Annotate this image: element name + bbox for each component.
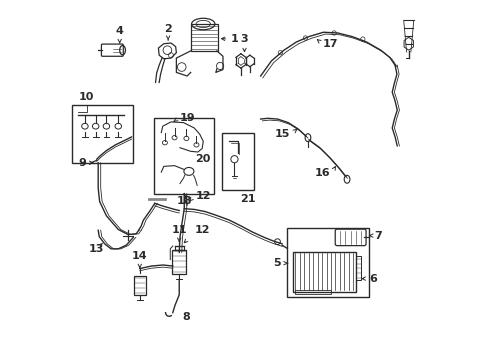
Text: 9: 9 [78, 158, 86, 168]
Bar [134, 276, 145, 295]
Text: 2: 2 [164, 24, 172, 35]
Text: 14: 14 [132, 251, 147, 261]
Bar [222, 133, 253, 190]
Text: 16: 16 [314, 168, 330, 178]
Text: 15: 15 [274, 129, 290, 139]
Text: 6: 6 [368, 274, 376, 284]
Bar [294, 290, 330, 294]
Bar [172, 249, 186, 274]
Text: 5: 5 [273, 258, 281, 268]
Text: 10: 10 [78, 92, 94, 102]
Bar [292, 252, 355, 292]
Bar [356, 256, 360, 280]
Text: 12: 12 [194, 225, 209, 235]
Text: 8: 8 [183, 312, 190, 322]
Text: 12: 12 [195, 192, 210, 202]
Text: 20: 20 [195, 154, 210, 164]
Text: 18: 18 [176, 196, 192, 206]
Bar [190, 24, 217, 51]
Bar [154, 118, 214, 194]
Text: 7: 7 [373, 231, 381, 240]
Text: 1: 1 [230, 34, 238, 44]
Text: 17: 17 [322, 39, 338, 49]
Text: 13: 13 [89, 244, 104, 254]
Text: 11: 11 [171, 225, 186, 235]
Text: 19: 19 [179, 113, 194, 123]
Text: 21: 21 [240, 194, 255, 204]
Bar [286, 228, 368, 297]
Bar [72, 105, 132, 163]
Text: 3: 3 [240, 35, 248, 44]
Text: 4: 4 [116, 26, 123, 36]
